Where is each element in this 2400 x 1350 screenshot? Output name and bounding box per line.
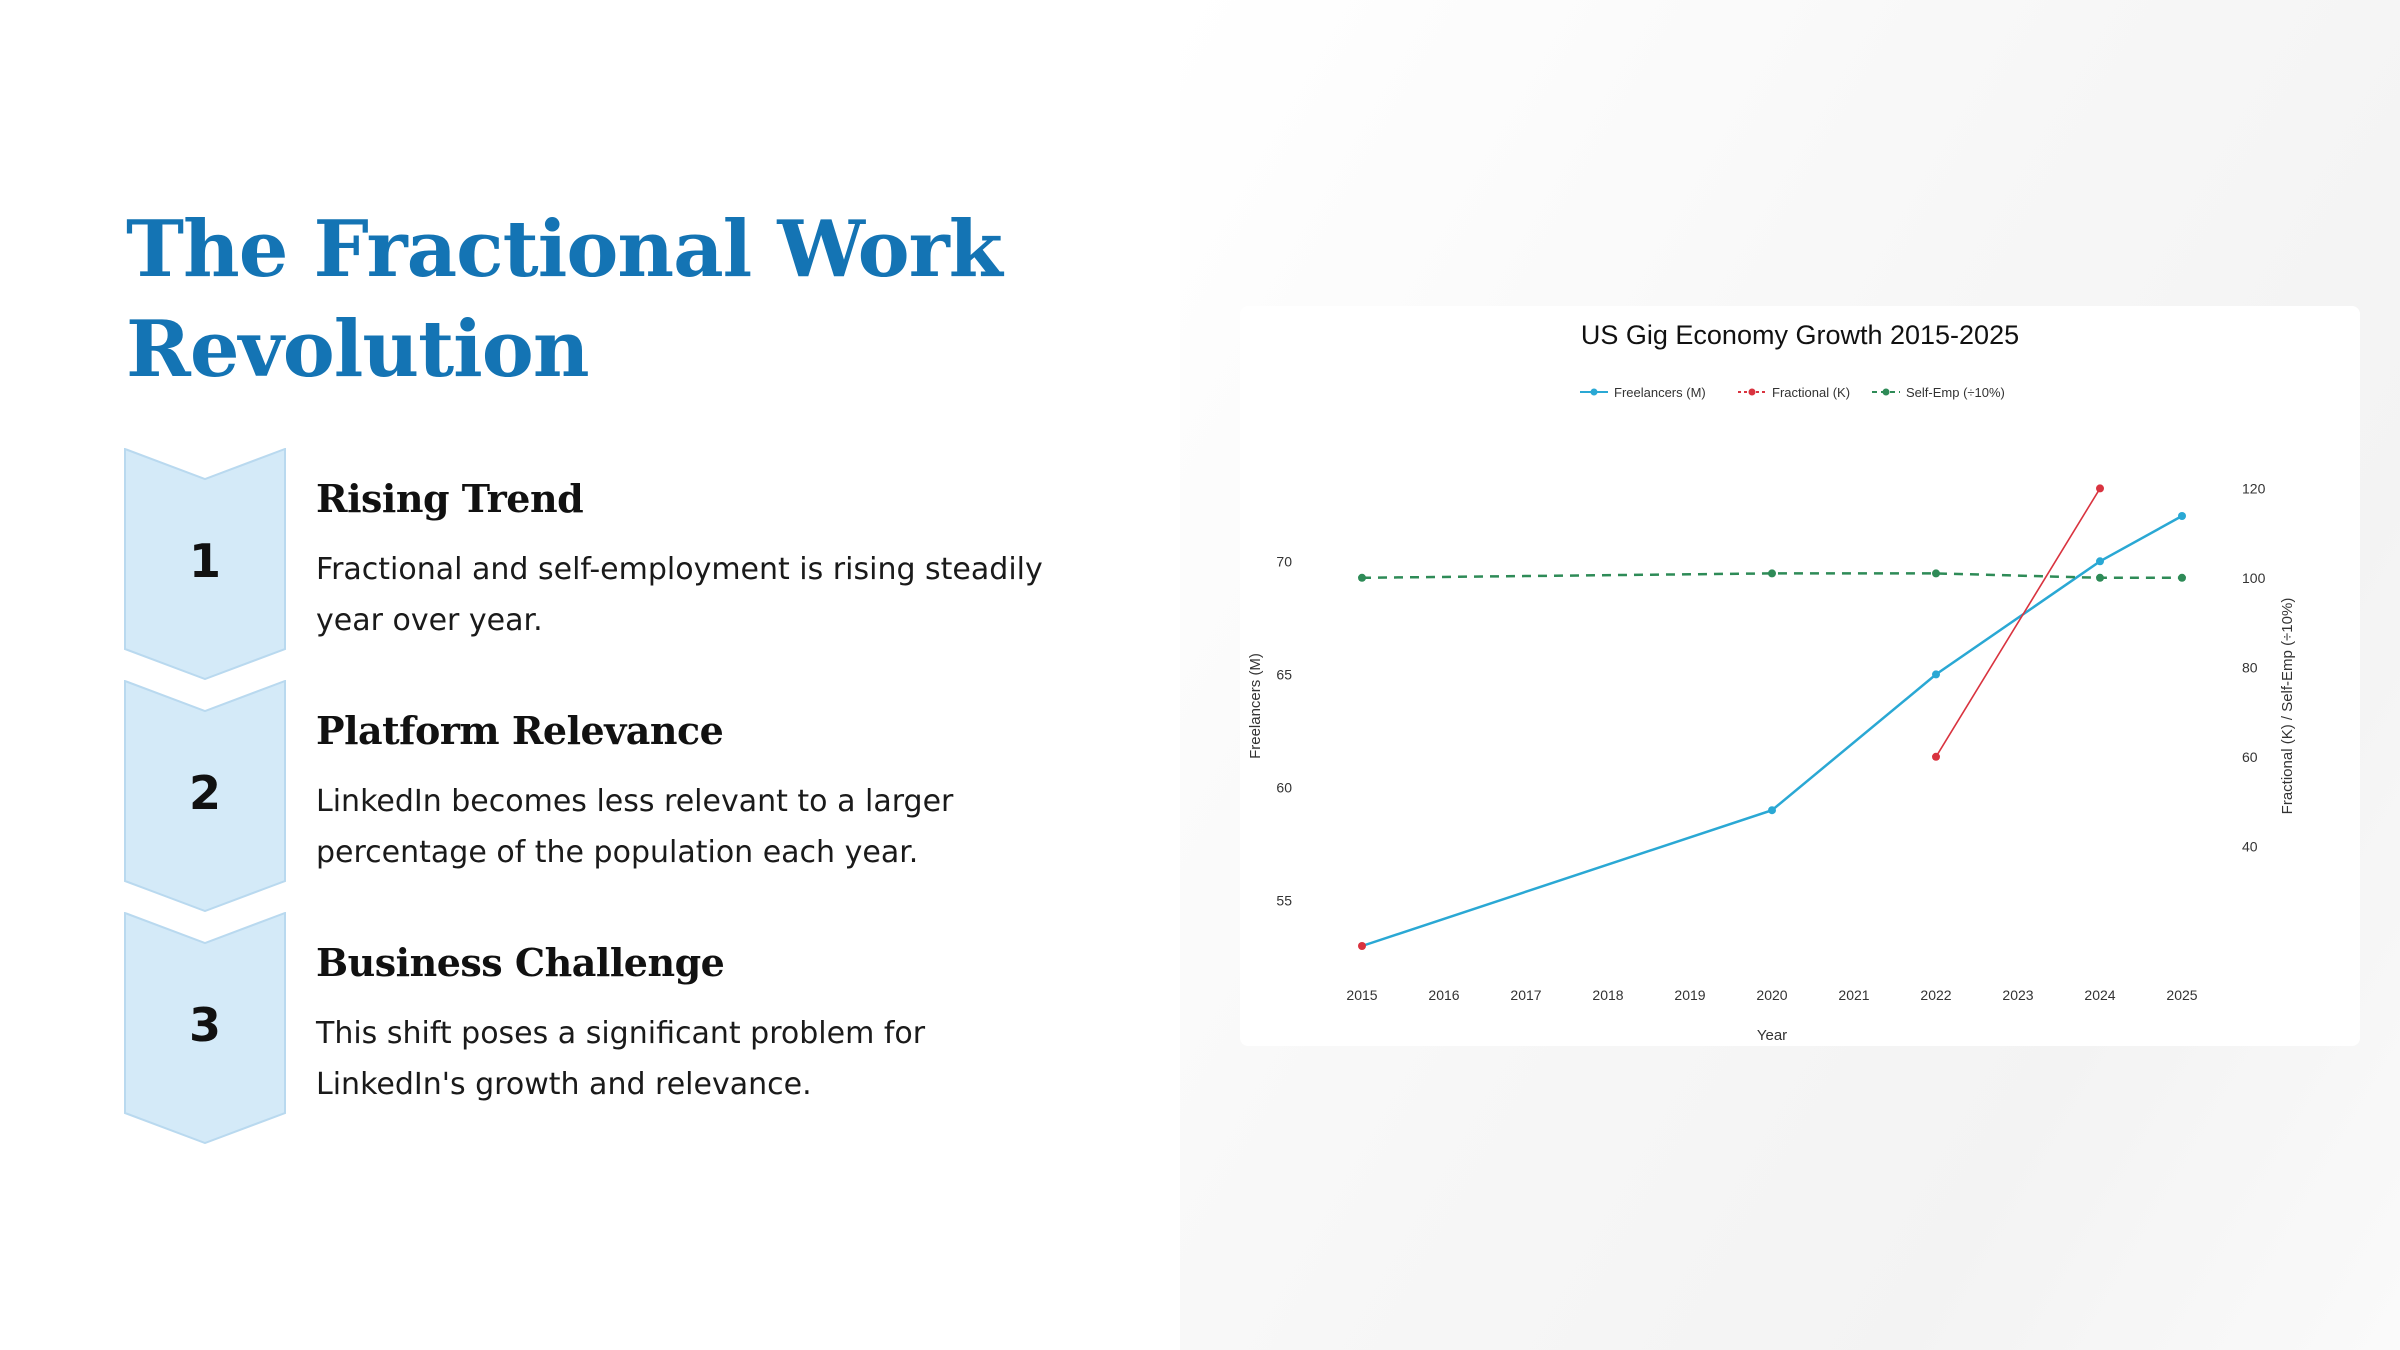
data-point-self-emp [1932, 569, 1940, 578]
gig-economy-line-chart: US Gig Economy Growth 2015-2025 Freelance… [1247, 320, 2296, 1044]
data-point-freelancers [1358, 942, 1366, 950]
data-point-self-emp [2178, 573, 2186, 582]
x-tick-label: 2018 [1592, 987, 1623, 1003]
step-number: 2 [188, 766, 221, 820]
series-line-fractional [1935, 487, 2101, 758]
series-line-freelancers [1361, 514, 2183, 948]
legend-label: Fractional (K) [1772, 385, 1850, 400]
data-point-self-emp [2096, 573, 2104, 582]
legend-label: Freelancers (M) [1614, 385, 1706, 400]
data-point-fractional [1932, 752, 1940, 761]
data-point-self-emp [1768, 569, 1776, 578]
data-point-freelancers [1768, 806, 1776, 815]
step-number: 3 [188, 998, 221, 1052]
y-right-tick-label: 120 [2242, 480, 2266, 496]
x-axis-label: Year [1757, 1027, 1787, 1044]
x-tick-label: 2015 [1346, 987, 1377, 1003]
data-point-self-emp [1358, 573, 1366, 582]
step-platform-relevance: 2 Platform Relevance LinkedIn becomes le… [124, 680, 1124, 912]
slide-title: The Fractional Work Revolution [126, 204, 1003, 395]
x-tick-label: 2023 [2002, 987, 2033, 1003]
step-number: 1 [188, 534, 221, 588]
x-tick-label: 2017 [1510, 987, 1541, 1003]
y-right-tick-label: 100 [2242, 570, 2266, 586]
y-left-tick-label: 65 [1276, 666, 1292, 682]
step-rising-trend: 1 Rising Trend Fractional and self-emplo… [124, 448, 1124, 680]
x-tick-label: 2022 [1920, 987, 1951, 1003]
step-body: Fractional and self-employment is rising… [316, 552, 1043, 638]
step-heading: Platform Relevance [316, 708, 724, 753]
y-left-tick-label: 55 [1276, 893, 1292, 909]
x-tick-label: 2021 [1838, 987, 1869, 1003]
y-left-tick-label: 70 [1276, 553, 1292, 569]
step-body: This shift poses a significant problem f… [316, 1016, 926, 1102]
y-right-tick-label: 60 [2242, 749, 2258, 765]
legend-swatch-marker [1882, 388, 1890, 396]
x-tick-label: 2024 [2084, 987, 2115, 1003]
data-point-freelancers [2096, 557, 2104, 566]
legend-swatch-marker [1590, 388, 1598, 396]
legend-swatch-marker [1748, 388, 1756, 396]
legend-label: Self-Emp (÷10%) [1906, 385, 2005, 400]
series-line-self-emp [1361, 572, 2182, 580]
chevron-shape [124, 912, 286, 1144]
y-right-tick-label: 40 [2242, 838, 2258, 854]
x-tick-label: 2020 [1756, 987, 1787, 1003]
step-body: LinkedIn becomes less relevant to a larg… [316, 784, 954, 870]
x-tick-label: 2025 [2166, 987, 2197, 1003]
step-heading: Rising Trend [316, 476, 584, 521]
y-right-tick-label: 80 [2242, 659, 2258, 675]
data-point-fractional [2096, 484, 2104, 493]
x-tick-label: 2019 [1674, 987, 1705, 1003]
chart-card: US Gig Economy Growth 2015-2025 Freelance… [1240, 306, 2360, 1046]
chevron-shape [124, 448, 286, 680]
y-left-tick-label: 60 [1276, 780, 1292, 796]
chevron-shape [124, 680, 286, 912]
y-right-axis-label: Fractional (K) / Self-Emp (÷10%) [2279, 598, 2296, 815]
data-point-freelancers [2178, 512, 2186, 520]
chart-title: US Gig Economy Growth 2015-2025 [1581, 320, 2019, 350]
step-business-challenge: 3 Business Challenge This shift poses a … [124, 912, 1124, 1144]
y-left-axis-label: Freelancers (M) [1247, 653, 1264, 759]
data-point-freelancers [1932, 670, 1940, 679]
step-heading: Business Challenge [316, 940, 725, 985]
x-tick-label: 2016 [1428, 987, 1459, 1003]
